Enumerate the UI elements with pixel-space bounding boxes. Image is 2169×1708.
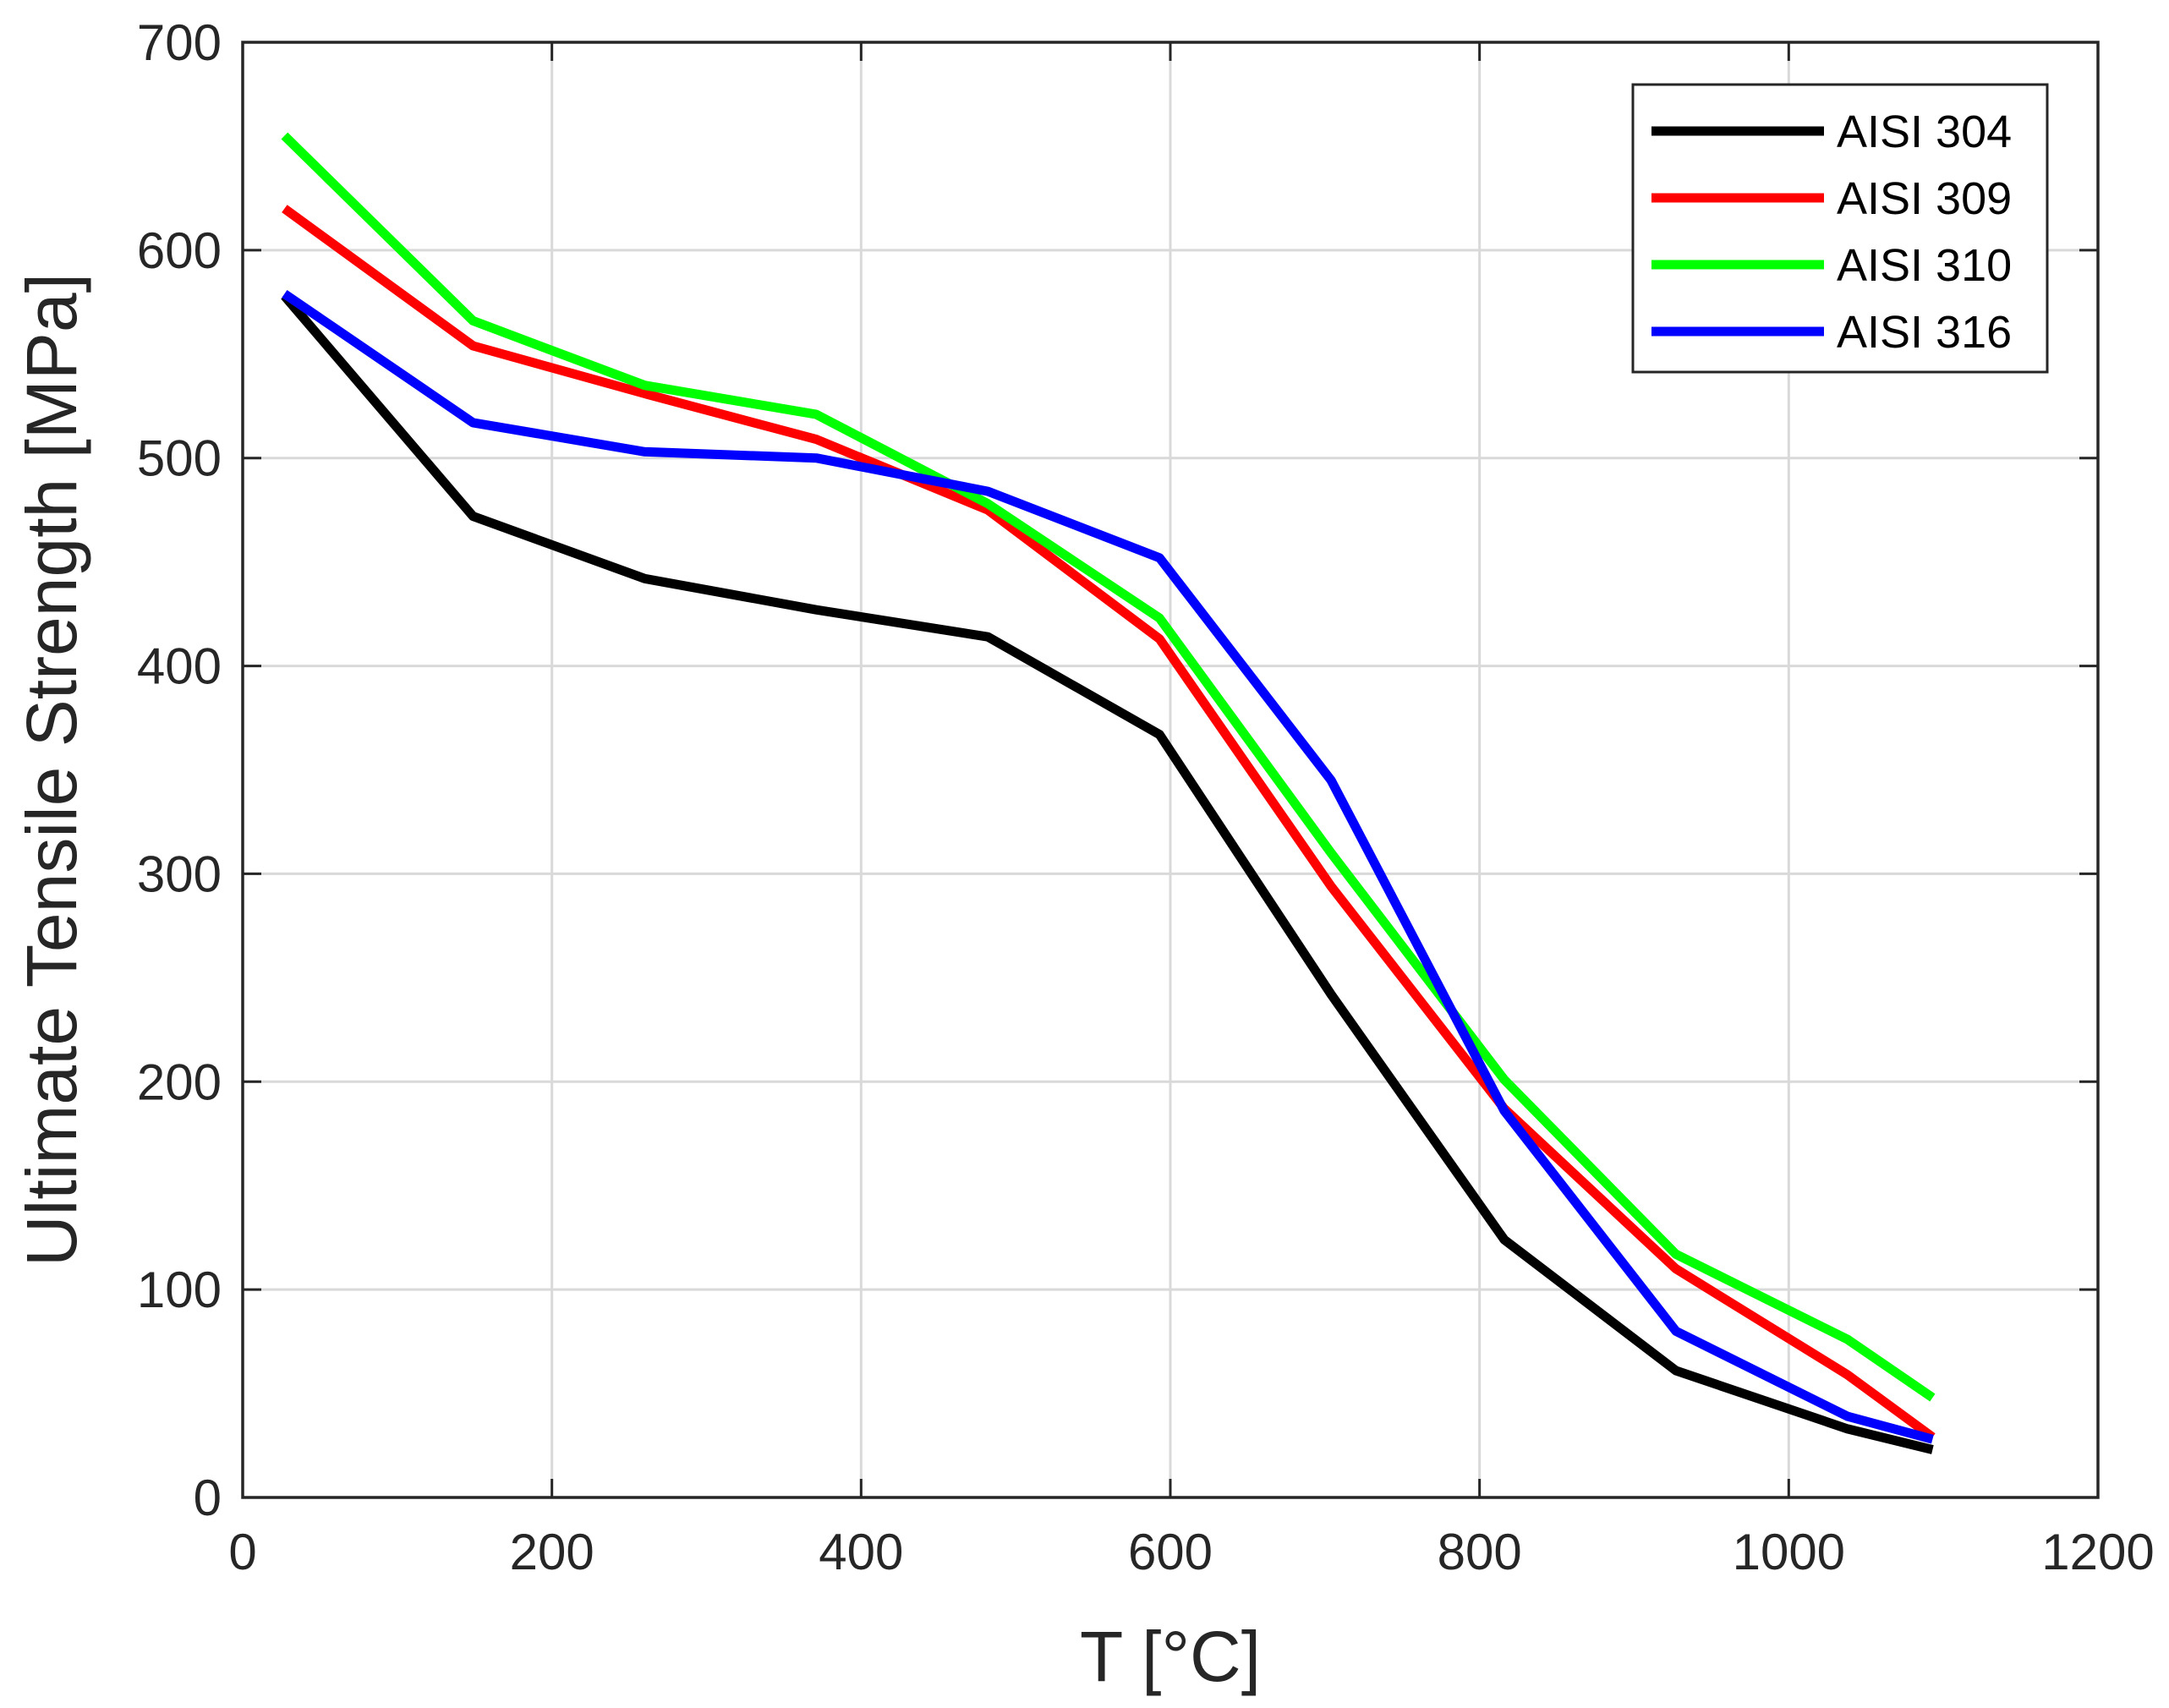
tick-marks bbox=[241, 41, 2100, 1499]
y-tick-label: 700 bbox=[137, 14, 222, 71]
x-tick-label: 400 bbox=[819, 1524, 903, 1580]
y-tick-label: 400 bbox=[137, 638, 222, 695]
series-line-aisi-304 bbox=[281, 293, 1934, 1454]
legend-label-aisi-309: AISI 309 bbox=[1837, 173, 2012, 224]
legend-label-aisi-310: AISI 310 bbox=[1837, 240, 2012, 291]
series-line-aisi-310 bbox=[281, 132, 1936, 1402]
x-tick-label: 800 bbox=[1438, 1524, 1522, 1580]
y-axis-title: Ultimate Tensile Strength [MPa] bbox=[12, 273, 91, 1267]
legend-label-aisi-316: AISI 316 bbox=[1837, 307, 2012, 358]
series-lines bbox=[281, 132, 1936, 1454]
y-tick-label: 500 bbox=[137, 430, 222, 487]
y-tick-label: 100 bbox=[137, 1262, 222, 1318]
x-tick-label: 0 bbox=[228, 1524, 256, 1580]
series-line-aisi-309 bbox=[282, 205, 1936, 1442]
series-line-aisi-316 bbox=[282, 289, 1934, 1444]
x-tick-label: 1200 bbox=[2041, 1524, 2154, 1580]
legend-label-aisi-304: AISI 304 bbox=[1837, 107, 2012, 157]
y-tick-labels: 0 100 200 300 400 500 600 700 bbox=[137, 14, 222, 1526]
y-tick-label: 300 bbox=[137, 846, 222, 902]
y-tick-label: 0 bbox=[194, 1470, 222, 1526]
x-tick-label: 1000 bbox=[1733, 1524, 1845, 1580]
x-axis-title: T [°C] bbox=[1080, 1617, 1261, 1696]
x-tick-labels: 0 200 400 600 800 1000 1200 bbox=[228, 1524, 2154, 1580]
x-tick-label: 200 bbox=[510, 1524, 594, 1580]
x-tick-label: 600 bbox=[1128, 1524, 1213, 1580]
y-tick-label: 200 bbox=[137, 1054, 222, 1110]
y-tick-label: 600 bbox=[137, 222, 222, 279]
legend: AISI 304 AISI 309 AISI 310 AISI 316 bbox=[1631, 83, 2049, 374]
